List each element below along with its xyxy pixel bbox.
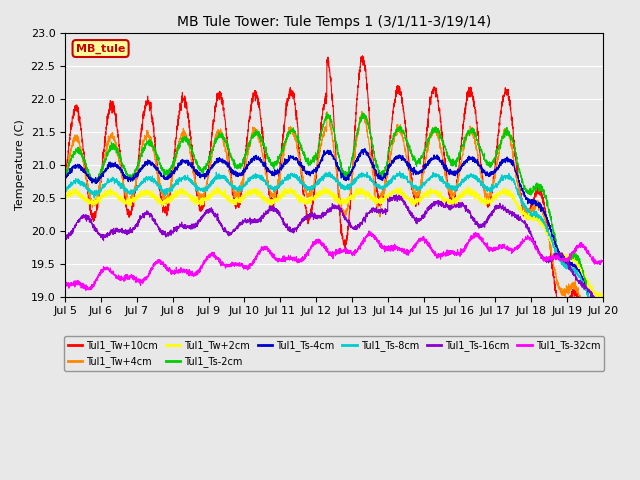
Tul1_Ts-2cm <box>599 329 607 335</box>
Tul1_Ts-4cm <box>599 322 607 328</box>
Tul1_Ts-4cm <box>154 168 162 174</box>
Tul1_Ts-16cm <box>123 228 131 234</box>
Tul1_Ts-32cm <box>291 255 299 261</box>
Tul1_Ts-2cm <box>323 110 330 116</box>
Tul1_Ts-2cm <box>291 129 298 134</box>
Tul1_Ts-4cm <box>361 146 369 152</box>
Line: Tul1_Tw+2cm: Tul1_Tw+2cm <box>65 186 603 300</box>
Legend: Tul1_Tw+10cm, Tul1_Tw+4cm, Tul1_Tw+2cm, Tul1_Ts-2cm, Tul1_Ts-4cm, Tul1_Ts-8cm, T: Tul1_Tw+10cm, Tul1_Tw+4cm, Tul1_Tw+2cm, … <box>64 336 604 371</box>
Tul1_Ts-4cm <box>61 174 69 180</box>
Tul1_Ts-8cm <box>599 316 607 322</box>
Tul1_Ts-8cm <box>531 211 538 216</box>
Tul1_Ts-32cm <box>82 288 90 293</box>
Tul1_Ts-4cm <box>531 198 538 204</box>
Line: Tul1_Tw+4cm: Tul1_Tw+4cm <box>65 111 603 378</box>
Line: Tul1_Ts-16cm: Tul1_Ts-16cm <box>65 195 603 320</box>
Tul1_Tw+4cm <box>358 108 365 114</box>
Tul1_Ts-16cm <box>392 192 400 198</box>
Tul1_Tw+4cm <box>61 182 69 188</box>
Tul1_Ts-32cm <box>599 258 607 264</box>
Tul1_Tw+10cm <box>359 53 367 59</box>
Tul1_Tw+10cm <box>531 194 538 200</box>
Tul1_Tw+10cm <box>291 100 298 106</box>
Tul1_Ts-4cm <box>589 305 596 311</box>
Tul1_Ts-4cm <box>599 321 607 327</box>
Tul1_Tw+2cm <box>531 214 538 219</box>
Tul1_Ts-16cm <box>268 206 275 212</box>
Tul1_Ts-2cm <box>268 160 275 166</box>
Tul1_Ts-16cm <box>599 317 607 323</box>
Tul1_Tw+10cm <box>594 419 602 424</box>
Tul1_Tw+2cm <box>61 197 69 203</box>
Tul1_Ts-16cm <box>589 292 596 298</box>
Tul1_Ts-32cm <box>61 278 69 284</box>
Tul1_Ts-2cm <box>589 310 596 316</box>
Tul1_Ts-8cm <box>61 188 69 194</box>
Tul1_Tw+4cm <box>589 355 596 361</box>
Tul1_Tw+2cm <box>465 183 472 189</box>
Tul1_Ts-2cm <box>531 186 538 192</box>
Tul1_Ts-4cm <box>123 175 131 181</box>
Title: MB Tule Tower: Tule Temps 1 (3/1/11-3/19/14): MB Tule Tower: Tule Temps 1 (3/1/11-3/19… <box>177 15 491 29</box>
Tul1_Tw+4cm <box>291 129 298 135</box>
Tul1_Tw+2cm <box>598 297 605 302</box>
Line: Tul1_Tw+10cm: Tul1_Tw+10cm <box>65 56 603 421</box>
Tul1_Tw+10cm <box>123 204 131 209</box>
Tul1_Ts-32cm <box>268 252 275 258</box>
Tul1_Ts-32cm <box>365 228 373 234</box>
Tul1_Ts-4cm <box>291 156 298 162</box>
Line: Tul1_Ts-4cm: Tul1_Ts-4cm <box>65 149 603 325</box>
Tul1_Ts-32cm <box>123 275 131 280</box>
Tul1_Tw+4cm <box>154 174 162 180</box>
Tul1_Ts-2cm <box>61 172 69 178</box>
Tul1_Ts-2cm <box>123 168 131 174</box>
Tul1_Ts-8cm <box>123 187 131 192</box>
Tul1_Tw+2cm <box>154 198 162 204</box>
Tul1_Tw+10cm <box>589 397 596 403</box>
Tul1_Ts-8cm <box>291 175 298 180</box>
Tul1_Tw+4cm <box>595 375 602 381</box>
Tul1_Tw+2cm <box>599 292 607 298</box>
Tul1_Tw+4cm <box>599 372 607 377</box>
Tul1_Tw+4cm <box>123 195 131 201</box>
Tul1_Ts-8cm <box>589 305 596 311</box>
Tul1_Ts-16cm <box>154 225 162 231</box>
Tul1_Tw+10cm <box>61 177 69 183</box>
Tul1_Ts-32cm <box>531 241 538 247</box>
Tul1_Ts-32cm <box>589 256 596 262</box>
Tul1_Ts-2cm <box>154 156 162 161</box>
Tul1_Ts-8cm <box>268 185 275 191</box>
Tul1_Tw+2cm <box>291 192 298 198</box>
Tul1_Tw+2cm <box>123 200 131 205</box>
Tul1_Ts-16cm <box>531 242 538 248</box>
Tul1_Ts-2cm <box>596 332 604 337</box>
Tul1_Ts-4cm <box>268 169 275 175</box>
Tul1_Ts-16cm <box>61 234 69 240</box>
Tul1_Ts-8cm <box>599 319 607 325</box>
Y-axis label: Temperature (C): Temperature (C) <box>15 120 25 210</box>
Tul1_Tw+10cm <box>268 202 275 208</box>
Line: Tul1_Ts-8cm: Tul1_Ts-8cm <box>65 171 603 322</box>
Tul1_Tw+2cm <box>589 284 596 290</box>
Tul1_Ts-8cm <box>396 168 404 174</box>
Tul1_Tw+4cm <box>531 203 538 209</box>
Tul1_Ts-16cm <box>291 225 298 231</box>
Tul1_Tw+2cm <box>268 198 275 204</box>
Tul1_Tw+10cm <box>154 176 162 182</box>
Tul1_Ts-32cm <box>155 259 163 265</box>
Line: Tul1_Ts-32cm: Tul1_Ts-32cm <box>65 231 603 290</box>
Text: MB_tule: MB_tule <box>76 43 125 54</box>
Line: Tul1_Ts-2cm: Tul1_Ts-2cm <box>65 113 603 335</box>
Tul1_Ts-8cm <box>154 183 162 189</box>
Tul1_Tw+10cm <box>599 408 607 413</box>
Tul1_Tw+4cm <box>268 192 275 197</box>
